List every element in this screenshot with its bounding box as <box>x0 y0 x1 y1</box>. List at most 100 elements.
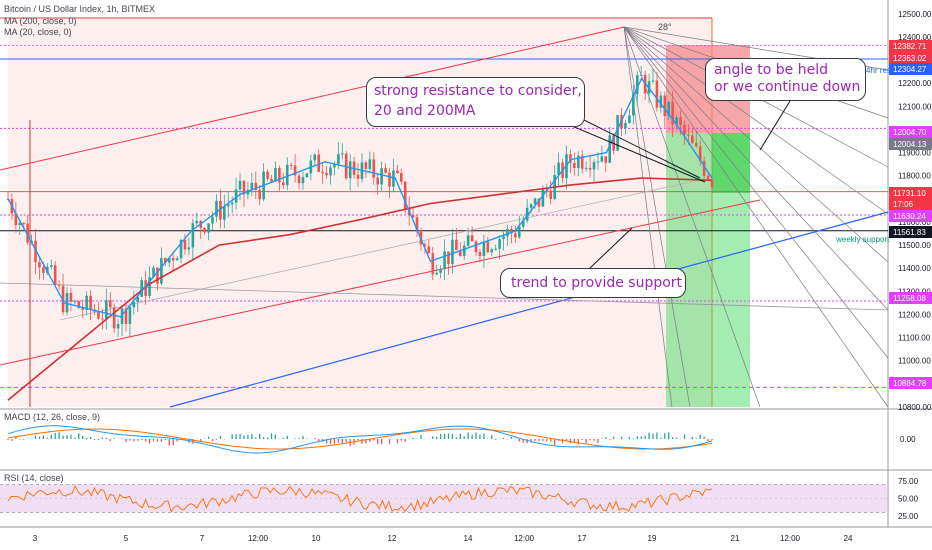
price-tick-11800: 11800.00 <box>898 172 931 181</box>
candle-body <box>22 223 26 225</box>
candle-body <box>89 295 92 310</box>
candle-body <box>710 179 714 188</box>
candle-body <box>356 174 360 179</box>
candle-body <box>517 226 521 238</box>
candle-body <box>529 204 533 208</box>
candle-body <box>439 269 442 273</box>
candle-body <box>128 307 132 324</box>
candle-body <box>525 207 529 221</box>
price-tag-bg-3 <box>889 126 932 138</box>
candle-body <box>61 285 65 313</box>
leader-resistance-b <box>571 125 706 183</box>
candle-body <box>576 155 580 169</box>
price-tick-12400: 12400.00 <box>898 33 932 42</box>
candle-body <box>494 248 497 250</box>
price-tick-11000: 11000.00 <box>898 357 931 366</box>
legend-rsi[interactable]: RSI (14, close) <box>4 473 64 483</box>
candle-body <box>337 154 340 165</box>
candle-body <box>116 324 120 329</box>
price-tag-bg-2 <box>889 63 932 75</box>
candle-body <box>616 115 619 151</box>
macd-pane <box>7 425 713 454</box>
price-tag-bg-4 <box>889 138 932 150</box>
candle-body <box>46 266 49 273</box>
candle-body <box>466 235 470 246</box>
candle-body <box>541 189 545 207</box>
rsi-line <box>7 485 713 513</box>
leader-resistance-a <box>579 117 701 179</box>
candle-body <box>285 164 289 186</box>
price-tick-11500: 11500.00 <box>898 241 931 250</box>
time-tick-9: 19 <box>648 534 657 543</box>
time-tick-0: 3 <box>33 534 38 543</box>
candle-body <box>514 233 517 238</box>
candle-body <box>573 162 576 169</box>
candle-body <box>69 292 73 302</box>
candle-body <box>588 167 592 170</box>
candle-body <box>317 154 321 172</box>
candle-body <box>211 216 214 224</box>
candle-body <box>392 170 395 187</box>
candle-body <box>510 229 513 234</box>
candle-body <box>384 168 387 173</box>
time-tick-2: 7 <box>200 534 205 543</box>
candle-body <box>183 239 187 250</box>
candle-body <box>486 241 490 253</box>
candle-body <box>258 189 262 200</box>
candle-body <box>683 124 686 135</box>
ma200-line <box>7 177 713 401</box>
candle-body <box>329 167 332 176</box>
candle-body <box>482 241 486 256</box>
candle-body <box>313 154 317 161</box>
candle-body <box>443 251 446 270</box>
candle-body <box>462 245 466 256</box>
candle-body <box>628 115 631 124</box>
rsi-tick-25: 25.00 <box>898 512 919 521</box>
weekly-support-line <box>169 211 889 408</box>
candle-body <box>557 162 560 175</box>
price-tag-bg-10 <box>889 377 932 389</box>
annotation-trend[interactable]: trend to provide support <box>500 268 686 298</box>
legend-ma200[interactable]: MA (200, close, 0) <box>4 16 77 26</box>
time-tick-5: 12 <box>388 534 397 543</box>
candle-body <box>325 172 328 176</box>
price-tag-0: 12382.71 <box>893 42 927 51</box>
fan-line-7 <box>623 26 889 408</box>
candle-body <box>124 308 128 324</box>
channel-lower-line <box>0 199 761 366</box>
candle-body <box>706 175 710 180</box>
price-tag-6: 17:06 <box>893 200 914 209</box>
candle-body <box>270 178 273 182</box>
candle-body <box>478 252 482 256</box>
candle-body <box>399 173 403 182</box>
candle-body <box>254 182 258 190</box>
candle-body <box>101 318 104 320</box>
annotation-angle[interactable]: angle to be held or we continue down <box>705 58 866 101</box>
candle-body <box>455 239 458 251</box>
candle-body <box>470 235 474 242</box>
grey-trend-1 <box>59 179 701 321</box>
price-tick-12200: 12200.00 <box>898 79 932 88</box>
candle-body <box>203 227 206 233</box>
candle-body <box>132 301 136 308</box>
candle-body <box>148 277 151 296</box>
candle-body <box>698 146 702 162</box>
candle-body <box>97 311 100 319</box>
fan-line-3 <box>623 26 889 215</box>
annotation-resistance-line2: 20 and 200MA <box>374 103 476 119</box>
legend-macd[interactable]: MACD (12, 26, close, 9) <box>4 412 101 422</box>
grey-trend-2 <box>0 282 889 311</box>
time-tick-12: 24 <box>844 534 853 543</box>
candle-body <box>250 182 254 190</box>
price-tick-12100: 12100.00 <box>898 102 932 111</box>
candle-body <box>702 161 706 176</box>
candle-body <box>372 159 376 178</box>
candle-body <box>474 241 478 253</box>
candle-body <box>223 206 226 220</box>
price-tag-7: 11630.24 <box>893 212 926 221</box>
annotation-resistance[interactable]: strong resistance to consider, 20 and 20… <box>366 77 585 127</box>
legend-ma20[interactable]: MA (20, close, 0) <box>4 27 72 37</box>
price-tag-bg-1 <box>889 52 932 64</box>
price-tag-bg-9 <box>889 292 932 304</box>
candle-body <box>85 295 88 310</box>
